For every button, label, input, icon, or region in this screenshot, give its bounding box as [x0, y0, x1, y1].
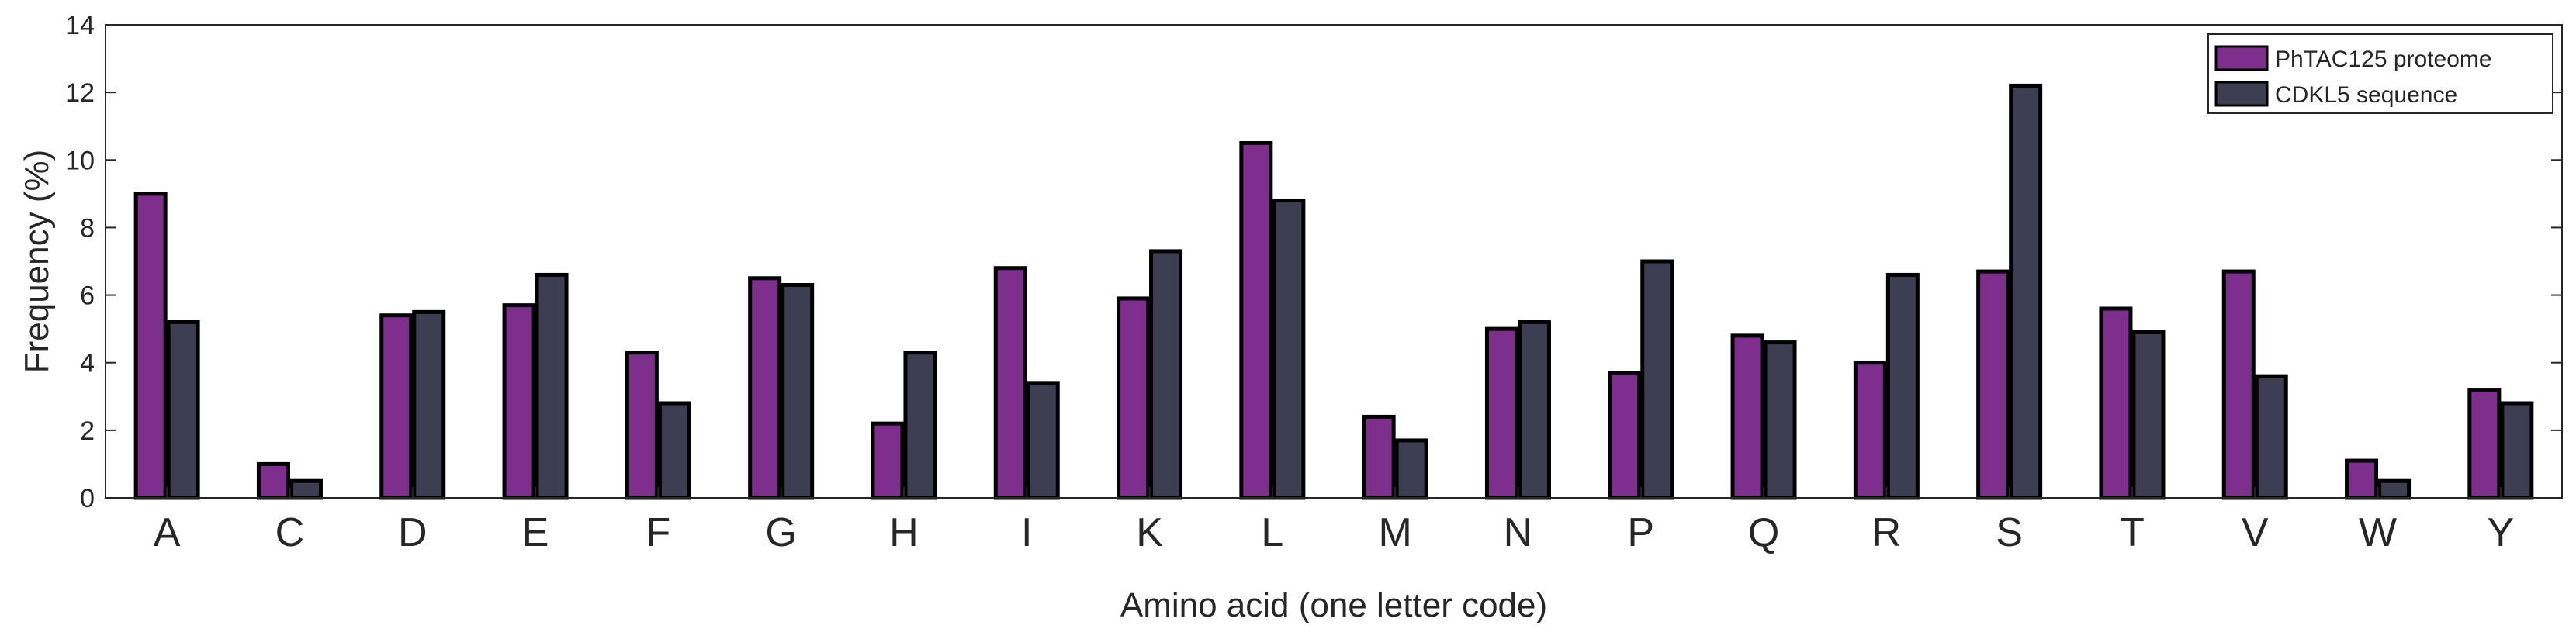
bar-cdkl5-V — [2254, 374, 2288, 500]
bar-phtac125-F — [625, 351, 659, 500]
bar-cdkl5-T — [2131, 330, 2166, 500]
bar-cdkl5-S — [2009, 83, 2043, 500]
x-tick-label-K: K — [1136, 510, 1163, 555]
bar-cdkl5-P — [1640, 259, 1674, 500]
bar-cdkl5-I — [1026, 381, 1060, 500]
x-tick-label-R: R — [1872, 510, 1902, 555]
bar-phtac125-E — [502, 303, 536, 500]
bars — [133, 83, 2534, 500]
y-axis-label: Frequency (%) — [18, 150, 56, 374]
bar-phtac125-D — [379, 313, 414, 500]
x-tick-label-L: L — [1261, 510, 1283, 555]
x-tick-label-S: S — [1996, 510, 2023, 555]
x-tick-label-H: H — [889, 510, 919, 555]
bar-phtac125-H — [871, 421, 905, 500]
bar-phtac125-S — [1976, 269, 2010, 500]
x-tick-label-W: W — [2359, 510, 2397, 555]
y-tick-label: 0 — [80, 484, 95, 513]
y-tick-label: 14 — [65, 11, 95, 40]
y-tick-label: 10 — [65, 146, 95, 175]
bar-cdkl5-A — [166, 320, 200, 500]
bar-phtac125-K — [1117, 296, 1151, 500]
x-tick-label-T: T — [2120, 510, 2145, 555]
x-tick-label-A: A — [154, 510, 181, 555]
x-tick-label-C: C — [275, 510, 305, 555]
x-tick-label-F: F — [646, 510, 670, 555]
bar-cdkl5-L — [1272, 199, 1306, 500]
bar-phtac125-M — [1362, 414, 1396, 500]
y-tick-label: 2 — [80, 416, 95, 446]
y-axis-ticks: 0 2 4 6 8 10 12 14 — [65, 11, 2562, 513]
x-tick-label-Q: Q — [1748, 510, 1779, 555]
bar-phtac125-A — [133, 192, 168, 500]
legend-label-phtac125: PhTAC125 proteome — [2275, 47, 2492, 72]
x-tick-label-G: G — [765, 510, 796, 555]
bar-cdkl5-G — [781, 283, 815, 500]
bar-cdkl5-Q — [1763, 340, 1797, 500]
x-tick-label-P: P — [1627, 510, 1654, 555]
bar-cdkl5-Y — [2500, 401, 2534, 500]
bar-phtac125-R — [1853, 361, 1887, 500]
plot-area — [106, 25, 2562, 498]
bar-cdkl5-M — [1394, 438, 1428, 500]
legend: PhTAC125 proteome CDKL5 sequence — [2207, 33, 2553, 114]
bar-phtac125-I — [993, 266, 1027, 500]
y-tick-label: 12 — [65, 78, 95, 108]
x-tick-label-Y: Y — [2488, 510, 2515, 555]
bar-phtac125-V — [2221, 269, 2256, 500]
y-tick-label: 6 — [80, 282, 95, 311]
x-tick-label-D: D — [398, 510, 428, 555]
bar-phtac125-T — [2099, 306, 2133, 500]
bar-cdkl5-E — [535, 272, 569, 500]
bar-phtac125-Q — [1730, 333, 1764, 500]
bar-phtac125-L — [1239, 141, 1273, 500]
plot-frame — [105, 24, 2563, 499]
bar-cdkl5-R — [1885, 272, 1920, 500]
bar-phtac125-W — [2345, 458, 2379, 500]
bar-phtac125-G — [748, 276, 782, 500]
legend-swatch-cdkl5 — [2214, 81, 2269, 107]
bar-phtac125-Y — [2467, 388, 2502, 500]
x-axis-label: Amino acid (one letter code) — [1120, 586, 1547, 624]
bar-cdkl5-K — [1149, 249, 1183, 500]
x-tick-label-M: M — [1378, 510, 1411, 555]
bar-cdkl5-N — [1517, 320, 1551, 500]
bar-cdkl5-D — [412, 309, 446, 500]
bar-cdkl5-W — [2377, 478, 2412, 500]
bar-cdkl5-C — [289, 478, 323, 500]
y-tick-label: 8 — [80, 213, 95, 243]
x-tick-label-N: N — [1504, 510, 1533, 555]
bar-phtac125-N — [1484, 326, 1518, 500]
x-tick-label-E: E — [522, 510, 549, 555]
legend-label-cdkl5: CDKL5 sequence — [2275, 82, 2457, 108]
bar-phtac125-C — [256, 461, 290, 500]
y-tick-label: 4 — [80, 349, 95, 378]
bar-cdkl5-F — [657, 401, 691, 500]
bar-cdkl5-H — [903, 351, 937, 500]
legend-swatch-phtac125 — [2214, 45, 2269, 71]
bar-phtac125-P — [1608, 371, 1642, 500]
x-tick-label-I: I — [1021, 510, 1032, 555]
x-tick-label-V: V — [2242, 510, 2269, 555]
